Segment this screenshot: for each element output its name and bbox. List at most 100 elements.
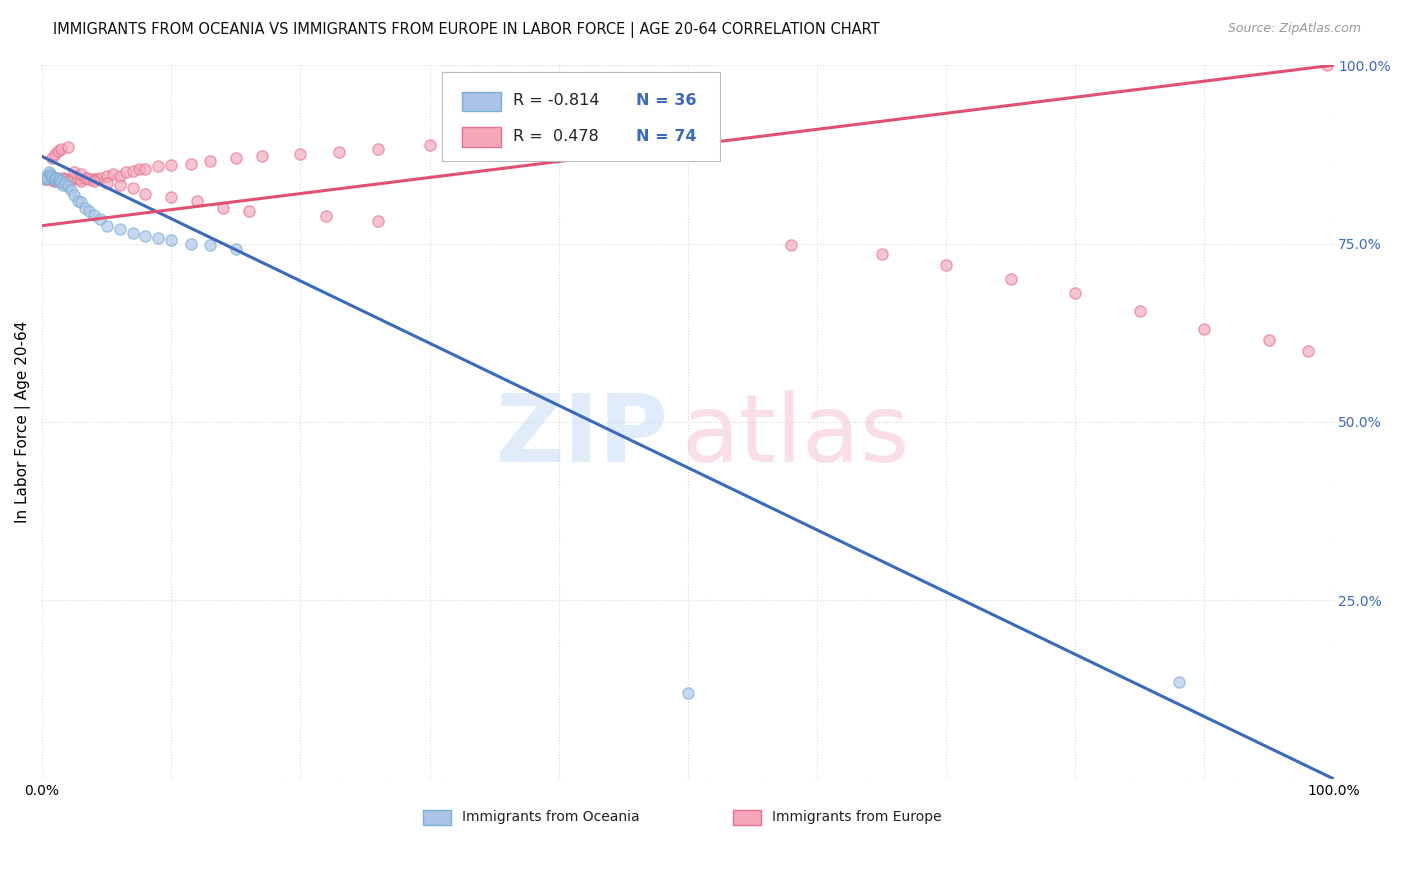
Point <box>1167 675 1189 690</box>
Point <box>328 145 350 160</box>
Point <box>212 201 235 215</box>
Bar <box>461 92 501 112</box>
Point <box>38 165 60 179</box>
Point <box>83 174 105 188</box>
Point <box>44 172 66 186</box>
Point <box>1316 58 1339 72</box>
Point <box>70 195 93 210</box>
Point <box>67 172 90 186</box>
Point <box>121 163 143 178</box>
Point <box>290 147 312 161</box>
Point <box>48 172 70 186</box>
Point <box>41 151 63 165</box>
Point <box>870 247 893 261</box>
Point <box>46 144 69 158</box>
Point <box>160 158 183 172</box>
Point <box>42 172 65 186</box>
Point <box>1129 304 1152 318</box>
Point <box>53 176 76 190</box>
Point <box>225 151 247 165</box>
Point <box>70 174 93 188</box>
Text: R =  0.478: R = 0.478 <box>513 129 599 144</box>
Point <box>198 154 221 169</box>
Point <box>53 172 76 186</box>
Point <box>48 172 70 186</box>
Point <box>238 204 260 219</box>
Point <box>59 183 82 197</box>
Text: ZIP: ZIP <box>495 390 668 483</box>
Point <box>180 236 202 251</box>
Point <box>935 258 957 272</box>
Point <box>49 174 72 188</box>
Point <box>1064 286 1087 301</box>
Point <box>315 210 337 224</box>
Point <box>53 172 76 186</box>
Point <box>160 233 183 247</box>
Point <box>35 169 58 183</box>
Text: N = 36: N = 36 <box>636 94 696 108</box>
Point <box>96 176 118 190</box>
Point <box>77 172 100 186</box>
Point <box>56 179 79 194</box>
Point <box>44 174 66 188</box>
Point <box>186 194 208 208</box>
Point <box>41 170 63 185</box>
Point <box>121 181 143 195</box>
Text: atlas: atlas <box>682 390 910 483</box>
Point <box>63 165 86 179</box>
Point <box>45 170 67 185</box>
Point <box>51 172 73 186</box>
Point <box>96 169 118 183</box>
Point <box>89 211 111 226</box>
Point <box>780 238 803 252</box>
Text: IMMIGRANTS FROM OCEANIA VS IMMIGRANTS FROM EUROPE IN LABOR FORCE | AGE 20-64 COR: IMMIGRANTS FROM OCEANIA VS IMMIGRANTS FR… <box>53 22 880 38</box>
Point <box>39 169 62 183</box>
Point <box>51 176 73 190</box>
Point <box>77 204 100 219</box>
Point <box>73 170 96 185</box>
Point <box>39 169 62 183</box>
Point <box>38 172 60 186</box>
Point <box>49 174 72 188</box>
Point <box>160 190 183 204</box>
Text: Immigrants from Oceania: Immigrants from Oceania <box>461 810 640 824</box>
Point <box>46 174 69 188</box>
Point <box>418 138 440 153</box>
Point <box>83 208 105 222</box>
Point <box>198 238 221 252</box>
Point <box>1258 333 1281 347</box>
Point <box>225 242 247 256</box>
Point <box>44 147 66 161</box>
Point <box>67 194 90 208</box>
Point <box>34 172 56 186</box>
Point <box>148 231 170 245</box>
Point <box>148 160 170 174</box>
Bar <box>461 128 501 147</box>
Point <box>73 201 96 215</box>
Point <box>42 174 65 188</box>
Point <box>1194 322 1216 336</box>
Point <box>86 172 108 186</box>
Point <box>180 156 202 170</box>
Text: N = 74: N = 74 <box>636 129 696 144</box>
Point <box>250 149 273 163</box>
Point <box>46 170 69 185</box>
Point <box>56 174 79 188</box>
FancyBboxPatch shape <box>443 72 720 161</box>
Point <box>115 165 138 179</box>
Point <box>63 188 86 202</box>
Point <box>76 170 98 185</box>
Point <box>108 169 131 183</box>
Point <box>51 142 73 156</box>
Point <box>41 172 63 186</box>
Point <box>63 170 86 185</box>
Point <box>128 161 150 176</box>
Point <box>34 172 56 186</box>
Point <box>37 170 59 185</box>
Point <box>108 222 131 236</box>
Point <box>70 167 93 181</box>
Y-axis label: In Labor Force | Age 20-64: In Labor Force | Age 20-64 <box>15 321 31 523</box>
Bar <box>423 810 451 825</box>
Point <box>59 172 82 186</box>
Point <box>676 686 699 700</box>
